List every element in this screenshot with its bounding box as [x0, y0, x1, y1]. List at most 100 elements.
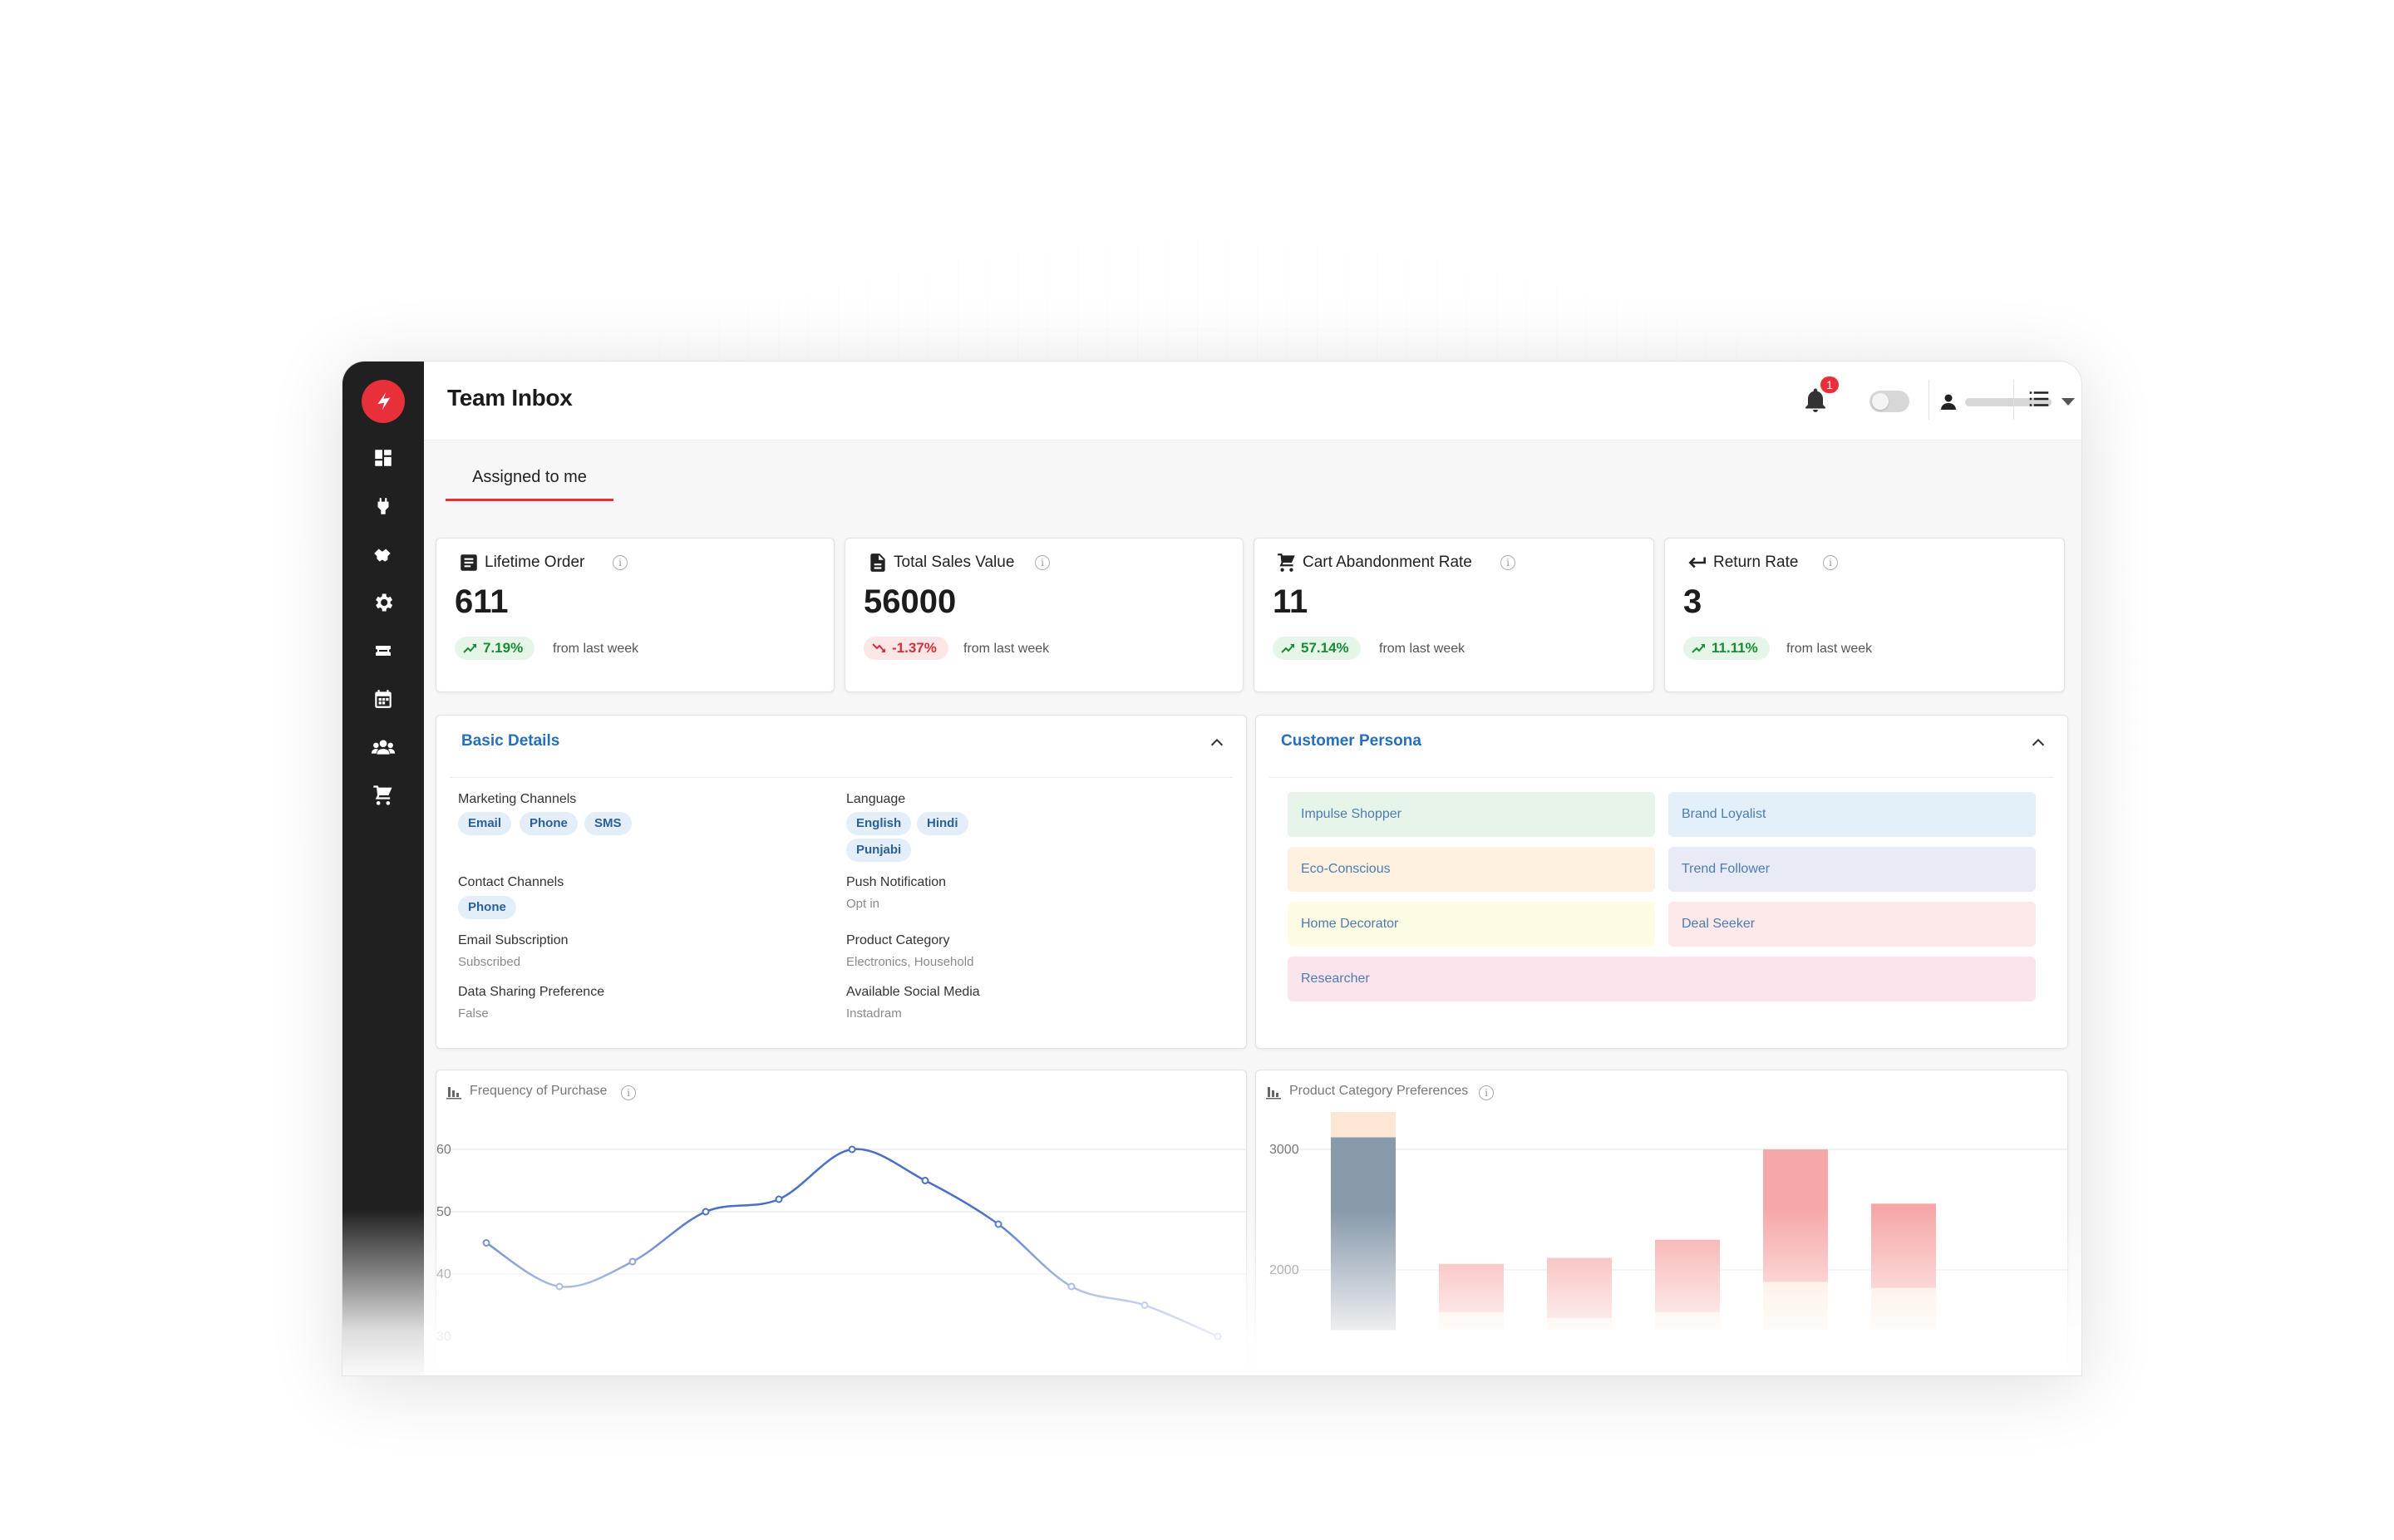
bar-segment [1655, 1239, 1720, 1312]
trend-value: 7.19% [483, 640, 524, 656]
bar-segment [1871, 1203, 1936, 1288]
trend-value: -1.37% [892, 640, 937, 656]
y-tick-label: 40 [436, 1267, 451, 1282]
plug-icon[interactable] [368, 491, 398, 521]
ticket-icon[interactable] [368, 636, 398, 666]
trending-up-icon [1692, 644, 1705, 653]
persona-tag[interactable]: Home Decorator [1288, 902, 1655, 947]
persona-tag[interactable]: Researcher [1288, 957, 2036, 1001]
field-label: Push Notification [846, 875, 947, 889]
divider [450, 777, 1233, 778]
settings-icon[interactable] [368, 588, 398, 617]
chip: Hindi [917, 812, 968, 835]
chip: Punjabi [846, 839, 912, 862]
basic-details-panel: Basic Details Marketing Channels Email P… [436, 715, 1247, 1049]
kpi-value: 3 [1683, 583, 1702, 620]
app-logo[interactable] [362, 380, 405, 423]
persona-tag[interactable]: Brand Loyalist [1668, 792, 2036, 837]
info-icon[interactable]: i [1479, 1085, 1494, 1100]
return-icon [1688, 557, 1706, 568]
kpi-subtext: from last week [1786, 642, 1873, 656]
data-point [994, 1220, 1002, 1228]
bar-segment [1763, 1282, 1828, 1331]
trending-up-icon [463, 644, 476, 653]
user-name-placeholder [1965, 398, 2052, 406]
list-menu-icon[interactable] [2027, 386, 2053, 413]
bar-chart-icon [1266, 1087, 1281, 1100]
bar-segment [1331, 1137, 1396, 1331]
team-icon[interactable] [368, 732, 398, 762]
info-icon[interactable]: i [1500, 555, 1515, 570]
info-icon[interactable]: i [621, 1085, 636, 1100]
data-point [1140, 1301, 1149, 1309]
data-point [921, 1177, 929, 1184]
chip: Email [458, 812, 512, 835]
chevron-up-icon[interactable] [1208, 734, 1226, 752]
kpi-card-lifetime-order: Lifetime Order i 611 7.19% from last wee… [436, 538, 835, 692]
notification-badge: 1 [1820, 376, 1839, 393]
persona-tag[interactable]: Eco-Conscious [1288, 847, 1655, 892]
dashboard-icon[interactable] [368, 443, 398, 473]
kpi-title: Return Rate [1713, 554, 1799, 571]
chip: English [846, 812, 912, 835]
tab-assigned-to-me[interactable]: Assigned to me [446, 462, 613, 501]
field-label: Marketing Channels [458, 792, 577, 806]
user-menu[interactable] [1927, 385, 2081, 418]
info-icon[interactable]: i [1823, 555, 1838, 570]
field-label: Data Sharing Preference [458, 985, 605, 999]
sidebar [342, 362, 424, 1375]
field-label: Contact Channels [458, 875, 564, 889]
bar-segment [1871, 1287, 1936, 1331]
page-title: Team Inbox [447, 385, 573, 411]
y-tick-label: 2000 [1269, 1263, 1299, 1277]
document-icon [870, 554, 885, 572]
persona-tag[interactable]: Trend Follower [1668, 847, 2036, 892]
trend-value: 57.14% [1301, 640, 1349, 656]
divider [1269, 777, 2054, 778]
persona-tag[interactable]: Deal Seeker [1668, 902, 2036, 947]
series-line [485, 1148, 1219, 1338]
chevron-up-icon[interactable] [2029, 734, 2047, 752]
kpi-value: 11 [1273, 583, 1308, 620]
trend-badge: 57.14% [1273, 637, 1361, 660]
shopping-cart-icon[interactable] [368, 780, 398, 810]
trend-badge: 7.19% [455, 637, 535, 660]
chart-title: Frequency of Purchase [470, 1084, 608, 1098]
bar-segment [1763, 1149, 1828, 1282]
divider [1928, 380, 1929, 420]
y-tick-label: 60 [436, 1143, 451, 1157]
info-icon[interactable]: i [613, 555, 628, 570]
field-value: False [458, 1006, 489, 1021]
info-icon[interactable]: i [1035, 555, 1050, 570]
kpi-subtext: from last week [553, 642, 639, 656]
field-value: Subscribed [458, 955, 521, 969]
field-label: Email Subscription [458, 933, 569, 947]
field-label: Product Category [846, 933, 950, 947]
chip: SMS [584, 812, 632, 835]
bar-segment [1547, 1318, 1612, 1331]
status-toggle[interactable] [1869, 391, 1909, 412]
trend-value: 11.11% [1712, 640, 1758, 656]
trend-badge: -1.37% [864, 637, 948, 660]
bar-segment [1439, 1311, 1504, 1331]
toggle-knob [1872, 393, 1889, 410]
y-tick-label: 50 [436, 1205, 451, 1219]
handshake-icon[interactable] [368, 539, 398, 569]
y-tick-label: 3000 [1269, 1143, 1299, 1157]
cart-icon [1278, 554, 1295, 572]
app-window: Team Inbox 1 Assigned to me Lifetime Ord… [342, 361, 2082, 1376]
kpi-subtext: from last week [1379, 642, 1465, 656]
field-value: Opt in [846, 897, 880, 911]
calendar-icon[interactable] [368, 684, 398, 714]
chip: Phone [520, 812, 578, 835]
bar-segment [1439, 1263, 1504, 1312]
data-point [555, 1282, 564, 1291]
persona-tag[interactable]: Impulse Shopper [1288, 792, 1655, 837]
kpi-card-cart-abandonment: Cart Abandonment Rate i 11 57.14% from l… [1254, 538, 1654, 692]
data-point [1214, 1332, 1222, 1341]
bell-icon[interactable] [1800, 383, 1834, 420]
field-value: Instadram [846, 1006, 902, 1021]
chevron-down-icon [2062, 398, 2075, 406]
field-label: Language [846, 792, 906, 806]
tab-bar: Assigned to me [424, 440, 2081, 507]
